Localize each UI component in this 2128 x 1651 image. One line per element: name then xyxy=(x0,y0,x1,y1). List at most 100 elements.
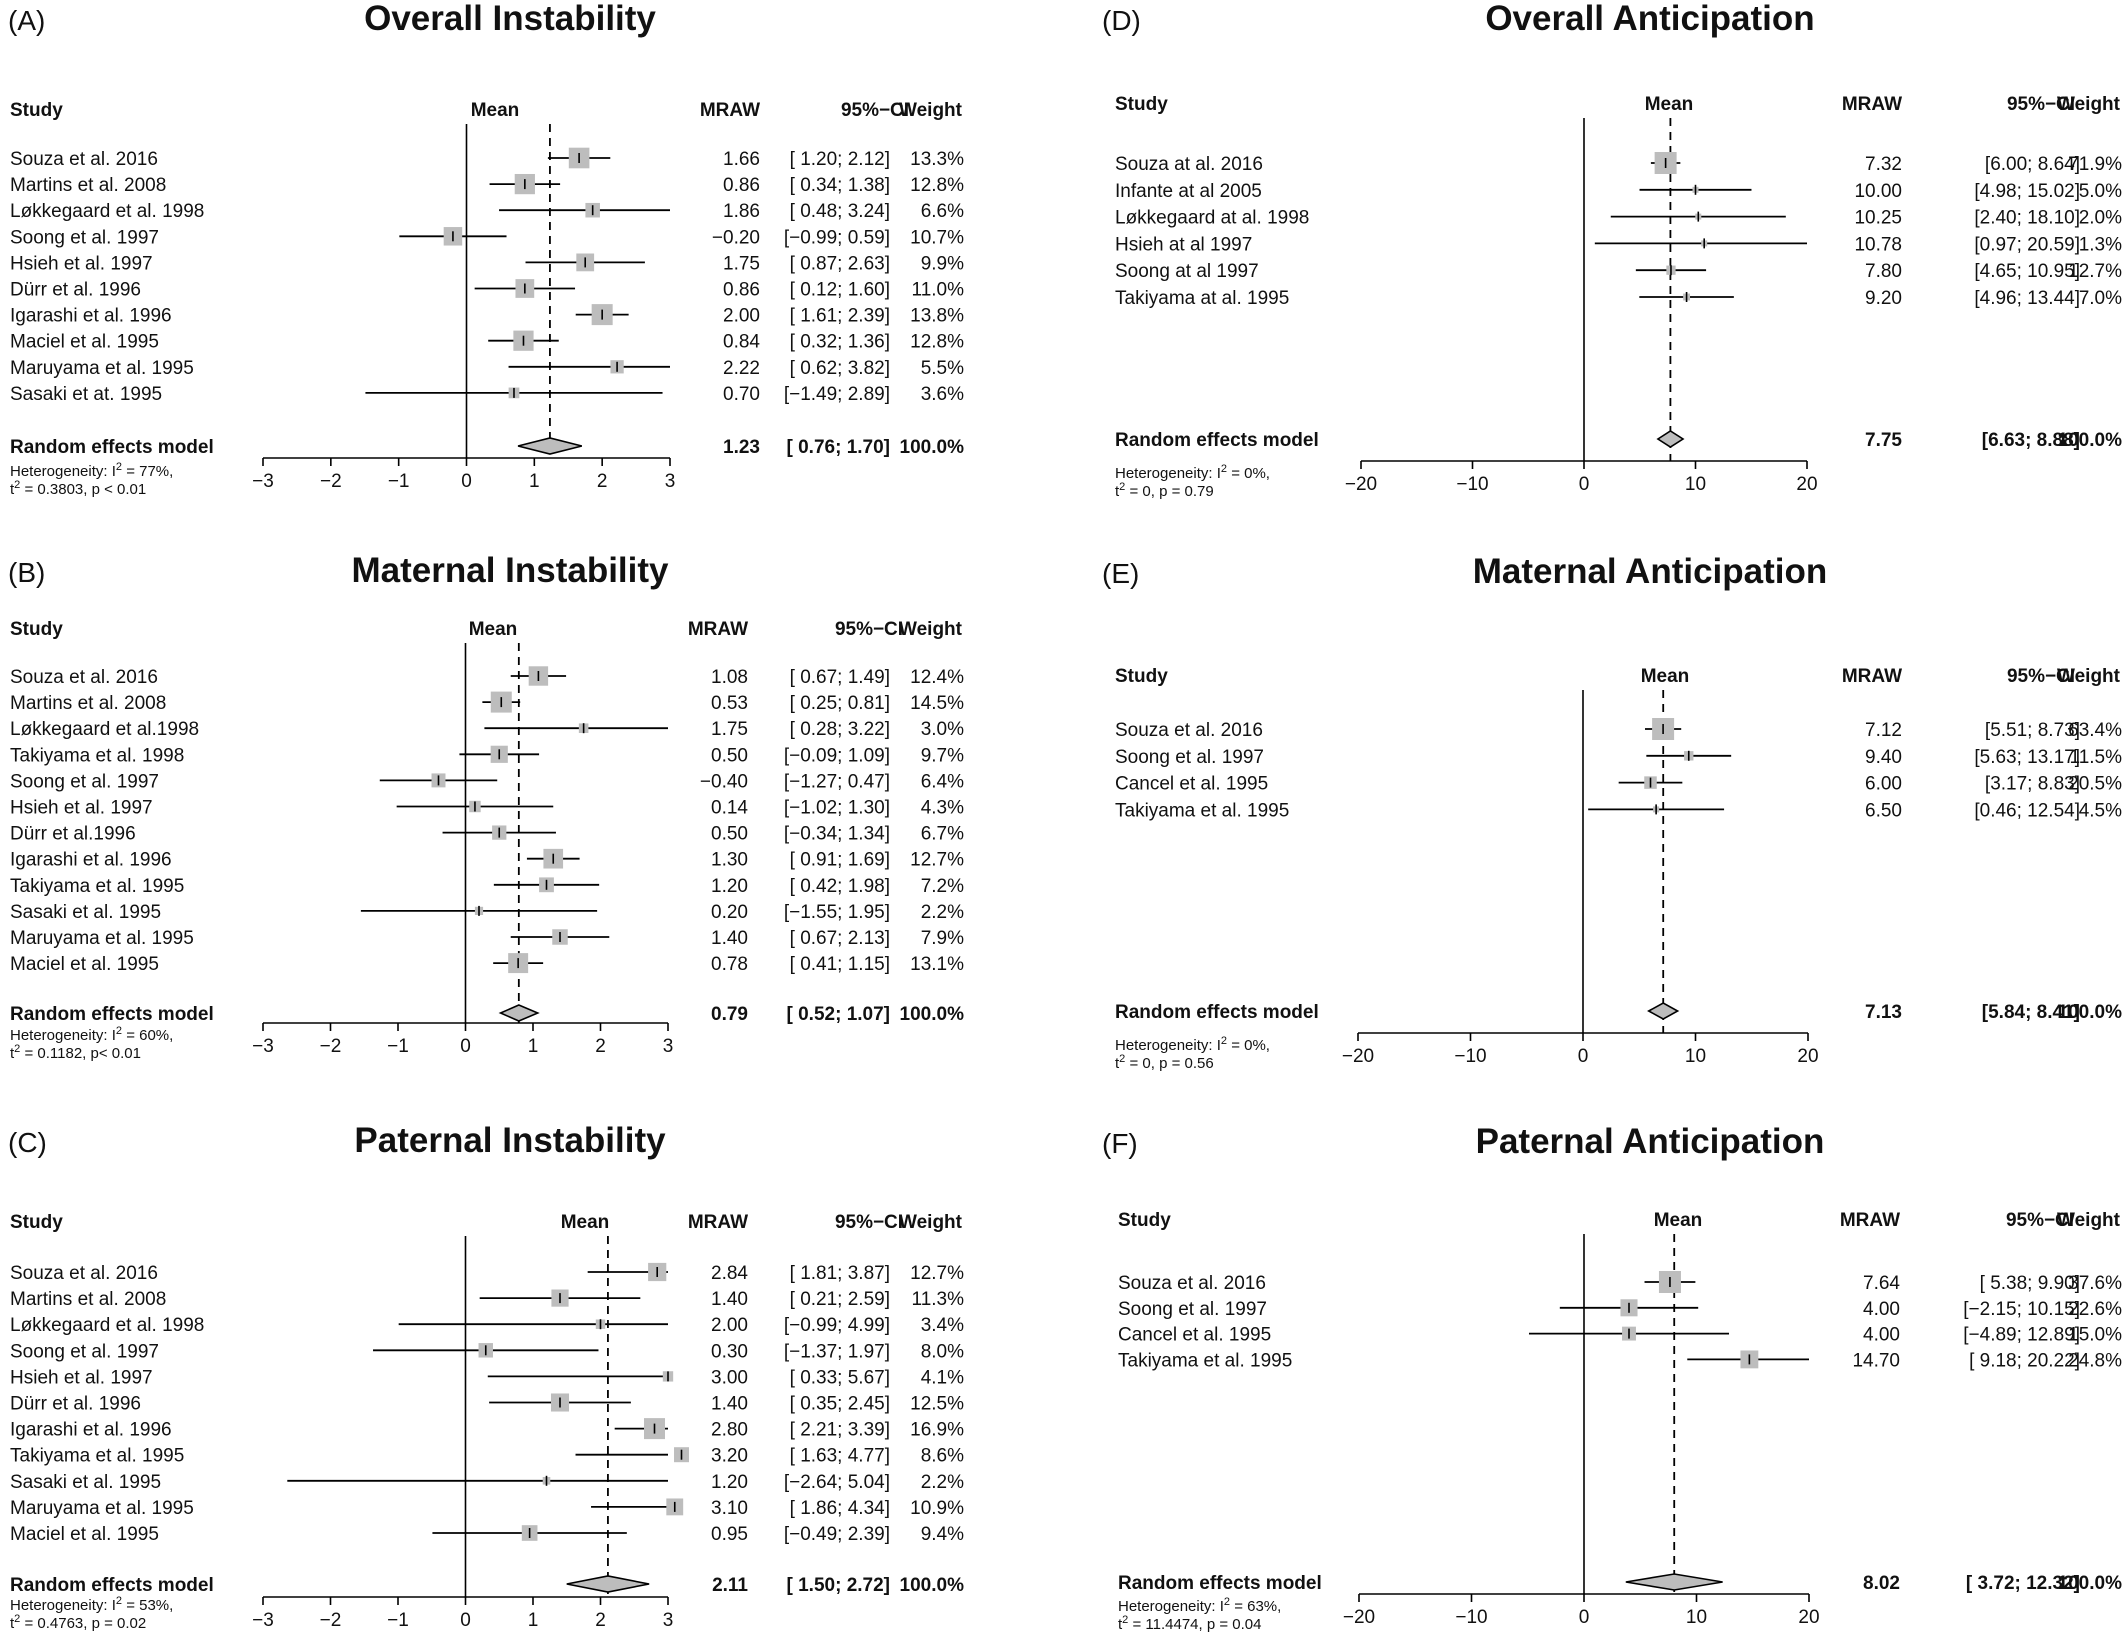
x-tick-label: −3 xyxy=(252,1610,274,1631)
weight-value: 12.8% xyxy=(910,332,964,353)
x-tick-label: −3 xyxy=(252,1036,274,1057)
summary-weight: 100.0% xyxy=(900,437,965,458)
summary-ci: [ 1.50; 2.72] xyxy=(787,1575,891,1596)
column-header-study: Study xyxy=(10,619,63,640)
study-row: Maruyama et al. 1995 2.22 [ 0.62; 3.82] 5.5… xyxy=(10,358,964,379)
x-tick-label: 1 xyxy=(528,1036,539,1057)
mraw-value: −0.40 xyxy=(700,771,748,792)
study-row: Souza et al. 2016 2.84 [ 1.81; 3.87] 12.7% xyxy=(10,1262,964,1284)
ci-value: [2.40; 18.10] xyxy=(1974,208,2080,229)
ci-value: [−0.49; 2.39] xyxy=(784,1524,890,1545)
x-tick-label: −2 xyxy=(320,1610,342,1631)
summary-diamond xyxy=(517,437,583,455)
weight-value: 11.5% xyxy=(2070,747,2123,768)
mraw-value: 0.70 xyxy=(723,384,760,405)
mraw-value: 1.66 xyxy=(723,149,760,170)
weight-value: 11.0% xyxy=(912,280,965,301)
study-row: Løkkegaard et al. 1998 1.86 [ 0.48; 3.24] 6… xyxy=(10,201,964,222)
column-header-ci: 95%−CI xyxy=(2006,1210,2074,1231)
x-tick-label: 0 xyxy=(1579,1607,1590,1628)
study-row: Maciel et al. 1995 0.95 [−0.49; 2.39] 9.4% xyxy=(10,1524,964,1545)
mraw-value: 1.75 xyxy=(711,719,748,740)
ci-value: [ 9.18; 20.22] xyxy=(1969,1350,2080,1371)
summary-diamond xyxy=(1647,1002,1680,1020)
ci-value: [−1.49; 2.89] xyxy=(784,384,890,405)
mraw-value: 0.86 xyxy=(723,280,760,301)
study-name: Souza et al. 2016 xyxy=(10,1263,158,1284)
summary-diamond xyxy=(498,1004,540,1022)
heterogeneity-line-1: Heterogeneity: I2 = 53%, xyxy=(10,1595,173,1614)
summary-label: Random effects model xyxy=(10,1575,214,1596)
mraw-value: 14.70 xyxy=(1852,1350,1900,1371)
x-tick-label: −3 xyxy=(252,471,274,492)
mraw-value: 0.95 xyxy=(711,1524,748,1545)
panel-title: Paternal Anticipation xyxy=(1476,1122,1825,1161)
heterogeneity-line-1: Heterogeneity: I2 = 63%, xyxy=(1118,1596,1281,1615)
study-row: Maruyama et al. 1995 3.10 [ 1.86; 4.34] 10.… xyxy=(10,1498,964,1519)
mraw-value: 0.20 xyxy=(711,902,748,923)
ci-value: [4.96; 13.44] xyxy=(1974,288,2080,309)
weight-value: 12.5% xyxy=(910,1394,964,1415)
study-name: Souza et al. 2016 xyxy=(10,149,158,170)
weight-value: 4.5% xyxy=(2079,800,2122,821)
x-axis: −3 −2 −1 0 1 2 3 xyxy=(252,457,675,492)
summary-mraw: 7.13 xyxy=(1865,1002,1902,1023)
mraw-value: 7.64 xyxy=(1863,1273,1900,1294)
summary-ci: [ 0.52; 1.07] xyxy=(787,1004,891,1025)
weight-value: 3.0% xyxy=(921,719,964,740)
column-header-weight: Weight xyxy=(899,100,963,121)
mraw-value: 7.12 xyxy=(1865,720,1902,741)
summary-label: Random effects model xyxy=(1118,1573,1322,1594)
study-row: Igarashi et al. 1996 2.00 [ 1.61; 2.39] 13.… xyxy=(10,304,964,327)
weight-value: 2.2% xyxy=(921,902,964,923)
summary-mraw: 1.23 xyxy=(723,437,760,458)
mraw-value: 7.32 xyxy=(1865,154,1902,175)
weight-value: 15.0% xyxy=(2068,1325,2122,1346)
summary-weight: 100.0% xyxy=(900,1004,965,1025)
x-tick-label: −20 xyxy=(1342,1046,1374,1067)
ci-value: [−0.99; 4.99] xyxy=(784,1315,890,1336)
mraw-value: 6.50 xyxy=(1865,800,1902,821)
weight-value: 5.5% xyxy=(921,358,964,379)
study-name: Maruyama et al. 1995 xyxy=(10,928,194,949)
weight-value: 13.3% xyxy=(910,149,964,170)
study-row: Soong et al. 1997 −0.20 [−0.99; 0.59] 10.7% xyxy=(10,227,964,248)
weight-value: 22.6% xyxy=(2068,1299,2122,1320)
summary-ci: [ 3.72; 12.32] xyxy=(1966,1573,2080,1594)
x-axis: −20 −10 0 10 20 xyxy=(1345,460,1818,495)
heterogeneity-line-2: t2 = 0.3803, p < 0.01 xyxy=(10,479,146,498)
study-name: Souza et al. 2016 xyxy=(1115,720,1263,741)
x-tick-label: 10 xyxy=(1685,1046,1706,1067)
ci-value: [4.65; 10.95] xyxy=(1974,261,2080,282)
weight-value: 7.0% xyxy=(2079,288,2122,309)
ci-value: [ 2.21; 3.39] xyxy=(790,1420,890,1441)
mraw-value: 2.00 xyxy=(723,306,760,327)
mraw-value: 10.78 xyxy=(1854,234,1902,255)
study-name: Løkkegaard et al.1998 xyxy=(10,719,199,740)
weight-value: 9.7% xyxy=(921,745,964,766)
weight-value: 8.6% xyxy=(921,1446,964,1467)
summary-label: Random effects model xyxy=(10,1004,214,1025)
x-tick-label: −10 xyxy=(1455,1607,1487,1628)
study-name: Souza at al. 2016 xyxy=(1115,154,1263,175)
summary-label: Random effects model xyxy=(1115,1002,1319,1023)
x-axis: −3 −2 −1 0 1 2 3 xyxy=(252,1596,673,1631)
study-row: Infante at al 2005 10.00 [4.98; 15.02]5.0% xyxy=(1115,181,2122,202)
column-header-study: Study xyxy=(1115,94,1168,115)
study-row: Hsieh et al. 1997 1.75 [ 0.87; 2.63] 9.9% xyxy=(10,253,964,274)
study-row: Maciel et al. 1995 0.78 [ 0.41; 1.15] 13.1% xyxy=(10,953,964,975)
study-name: Takiyama et al. 1998 xyxy=(10,745,184,766)
study-row: Souza et al. 2016 7.12 [5.51; 8.73]63.4% xyxy=(1115,718,2122,741)
heterogeneity-line-1: Heterogeneity: I2 = 60%, xyxy=(10,1025,173,1044)
study-row: Takiyama et al. 1995 14.70 [ 9.18; 20.22]2… xyxy=(1118,1350,2122,1371)
mraw-value: 4.00 xyxy=(1863,1299,1900,1320)
forest-panel-c: (C) Paternal Instability Study Mean MRAW 95%−… xyxy=(8,1121,964,1632)
column-header-mraw: MRAW xyxy=(688,619,748,640)
summary-weight: 100.0% xyxy=(2058,1002,2123,1023)
mraw-value: 9.20 xyxy=(1865,288,1902,309)
mraw-value: 7.80 xyxy=(1865,261,1902,282)
x-tick-label: 1 xyxy=(529,471,540,492)
ci-value: [3.17; 8.83] xyxy=(1985,774,2080,795)
ci-value: [−1.37; 1.97] xyxy=(784,1341,890,1362)
panel-title: Overall Instability xyxy=(364,0,656,38)
